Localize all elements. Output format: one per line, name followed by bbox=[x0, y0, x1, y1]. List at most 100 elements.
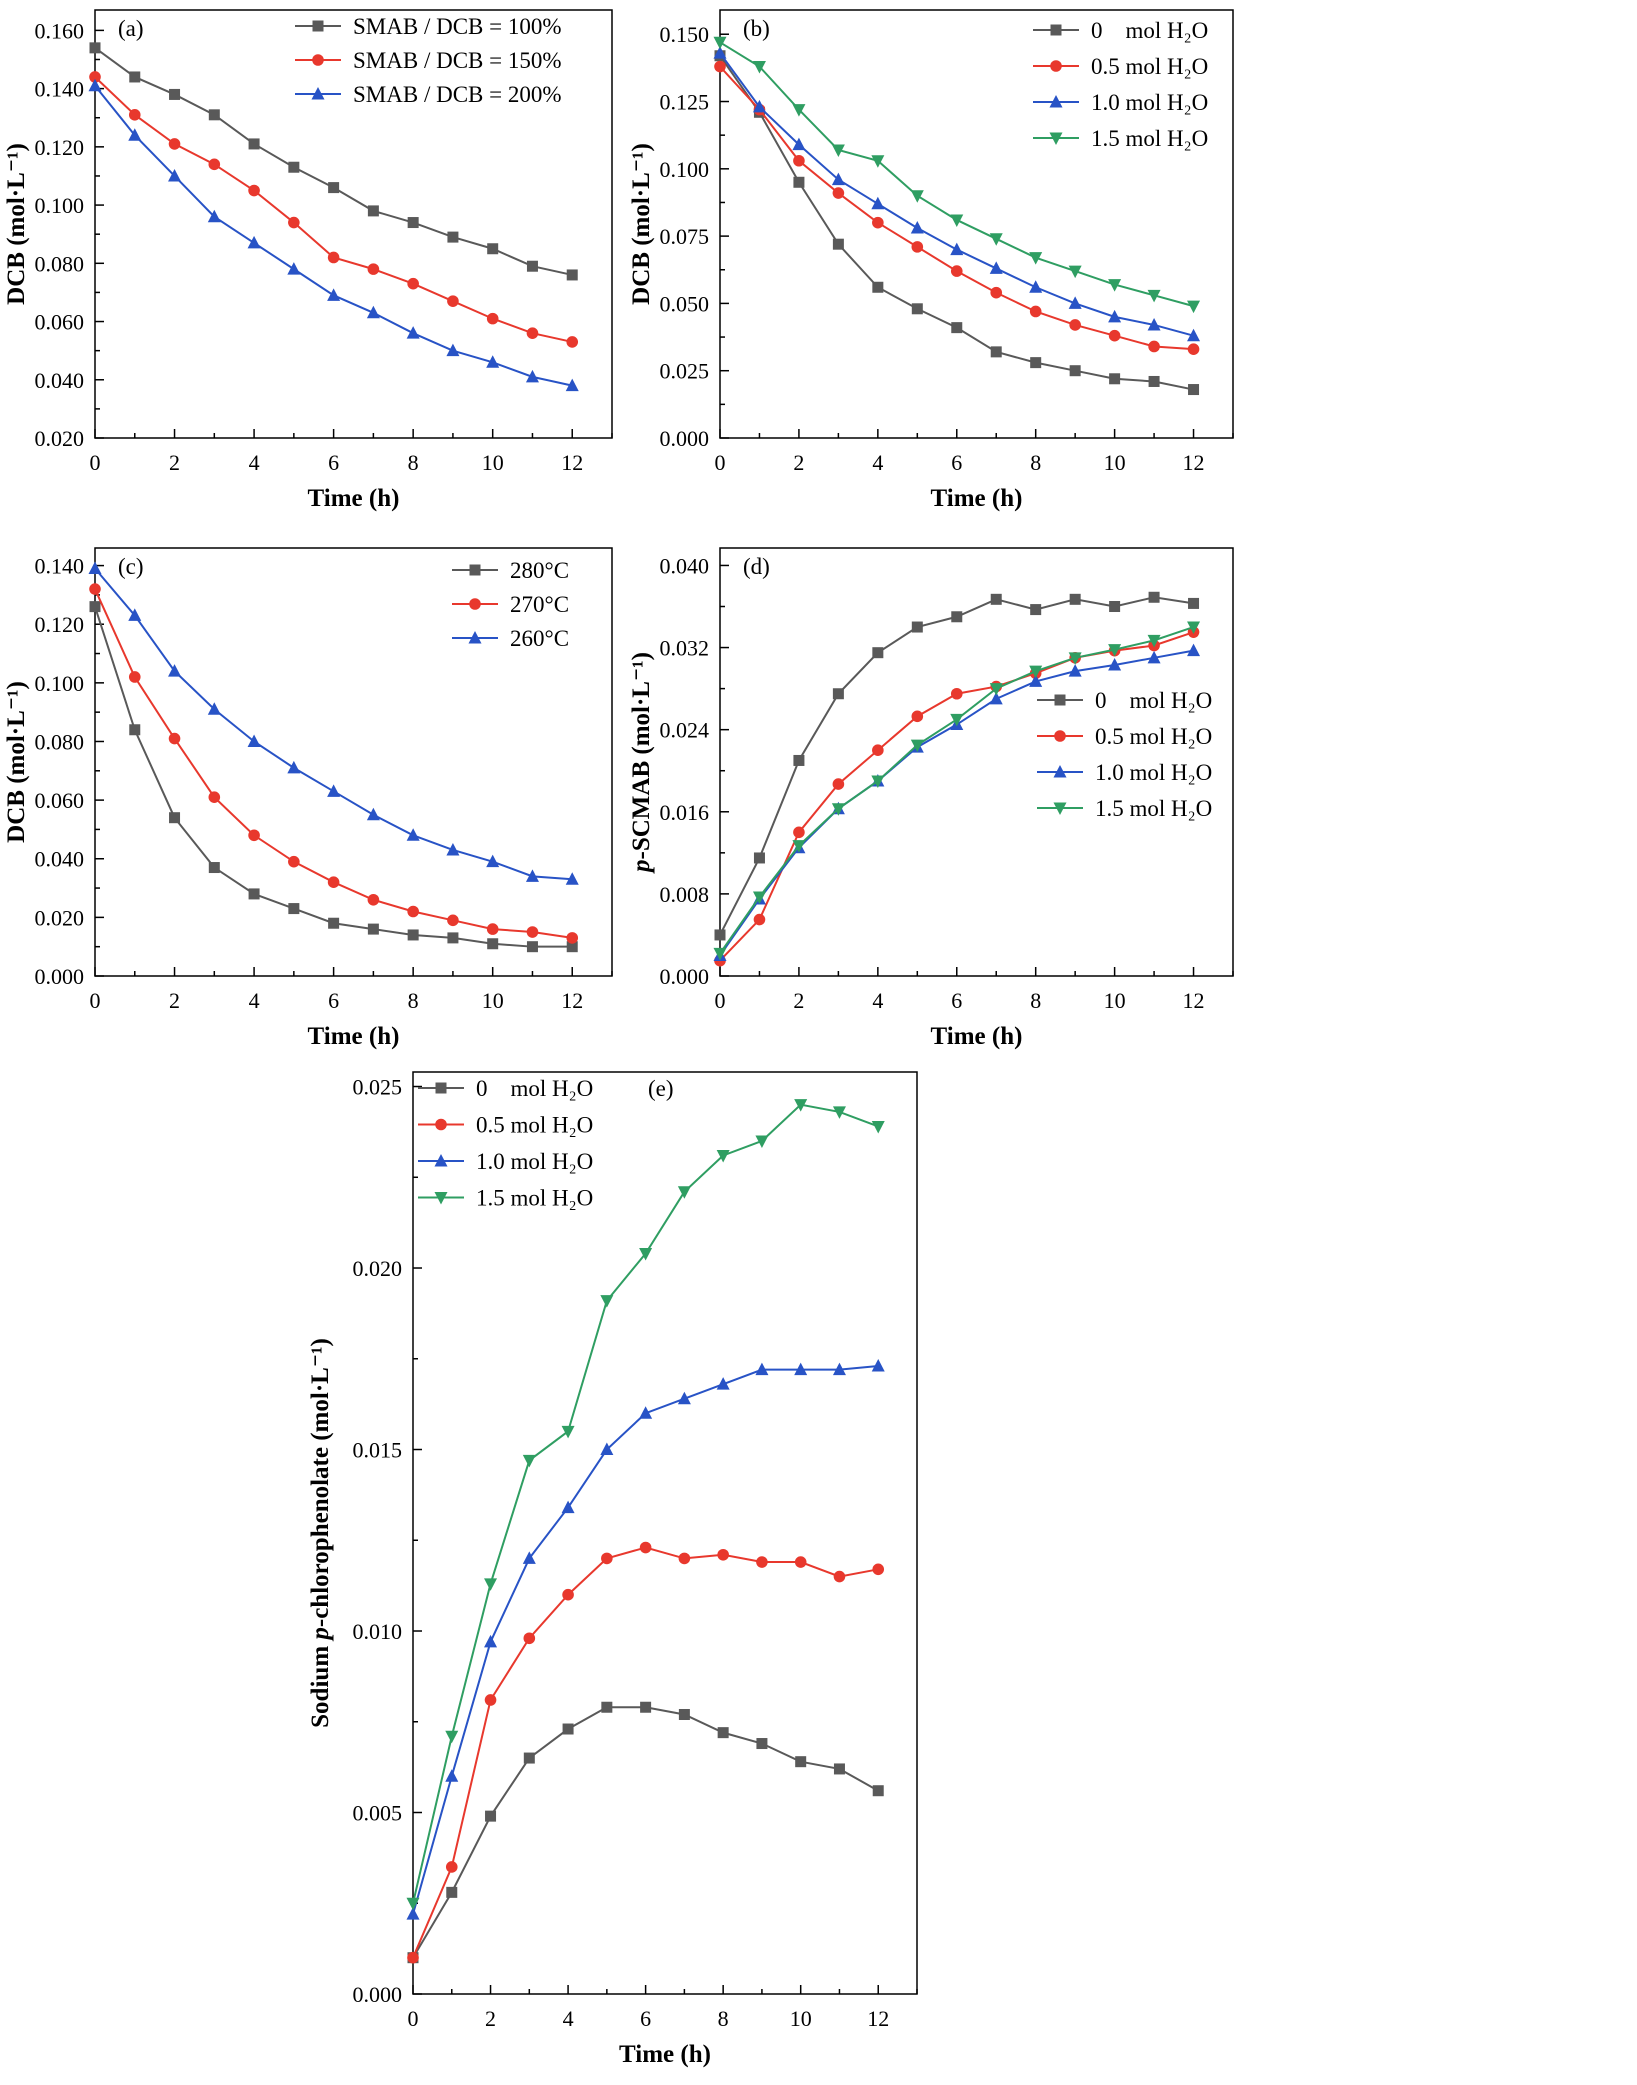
y-axis-label: Sodium p-chlorophenolate (mol·L⁻¹) bbox=[307, 1338, 334, 1728]
series-circle bbox=[714, 60, 1200, 355]
data-point-circle bbox=[678, 1552, 691, 1565]
data-point-triangle-down bbox=[871, 775, 885, 788]
data-point-circle bbox=[1050, 60, 1062, 72]
plot-border bbox=[94, 547, 613, 977]
data-point-circle bbox=[562, 1588, 574, 1601]
data-point-triangle-down bbox=[792, 840, 806, 853]
data-point-triangle-up bbox=[128, 128, 142, 141]
data-point-triangle-down bbox=[989, 233, 1003, 246]
axes: 0 2 4 6 8 10 12 0.000 0.005 0.010 0.015 0.020 0.025 bbox=[353, 1071, 918, 2031]
data-point-triangle-up bbox=[434, 1154, 448, 1167]
data-point-circle bbox=[833, 1570, 846, 1583]
data-point-circle bbox=[208, 158, 221, 171]
data-point-triangle-up bbox=[713, 46, 727, 59]
x-tick-label: 4 bbox=[249, 988, 260, 1013]
data-point-triangle-up bbox=[677, 1391, 691, 1405]
data-point-triangle-down bbox=[716, 1149, 730, 1163]
data-point-triangle-down bbox=[1029, 252, 1043, 265]
data-point-square bbox=[795, 1756, 807, 1768]
data-point-triangle-up bbox=[1068, 296, 1082, 309]
x-tick-label: 10 bbox=[790, 2006, 812, 2031]
data-point-triangle-down bbox=[832, 1106, 846, 1119]
data-point-triangle-up bbox=[716, 1377, 730, 1390]
data-point-triangle-up bbox=[871, 196, 885, 210]
chart-panel-d: 0 2 4 6 8 10 12 0.000 0.008 0.016 0.024 0.032 0.040 T… bbox=[625, 538, 1275, 1053]
legend-label: 0 mol H₂O bbox=[1091, 18, 1208, 43]
data-point-square bbox=[1069, 365, 1081, 377]
x-axis-label: Time (h) bbox=[619, 2041, 711, 2068]
data-point-triangle-up bbox=[525, 369, 539, 383]
data-point-square bbox=[1030, 604, 1042, 616]
legend-label: 270°C bbox=[510, 592, 569, 617]
data-point-triangle-down bbox=[1147, 634, 1161, 648]
data-point-square bbox=[487, 243, 499, 255]
y-tick-label: 0.125 bbox=[660, 90, 710, 115]
data-point-circle bbox=[407, 277, 419, 290]
chart-c: 0 2 4 6 8 10 12 0.000 0.020 0.040 0.060 0.080 0.100 0… bbox=[3, 547, 613, 1050]
data-point-square bbox=[208, 109, 220, 121]
data-point-triangle-up bbox=[1029, 674, 1043, 687]
x-tick-label: 2 bbox=[793, 988, 804, 1013]
series-triangle-up bbox=[406, 1359, 885, 1920]
legend-label: 1.5 mol H₂O bbox=[1095, 796, 1212, 821]
data-point-square bbox=[89, 42, 101, 54]
data-point-triangle-up bbox=[1147, 650, 1161, 664]
data-point-triangle-up bbox=[1108, 309, 1122, 323]
plot-border bbox=[94, 9, 613, 439]
data-point-square bbox=[526, 260, 538, 272]
data-point-circle bbox=[327, 876, 340, 888]
y-tick-label: 0.100 bbox=[660, 157, 710, 182]
legend-label: 0.5 mol H₂O bbox=[476, 1113, 593, 1138]
data-point-triangle-down bbox=[752, 891, 766, 904]
panel-label: (c) bbox=[118, 554, 144, 579]
data-point-circle bbox=[872, 216, 884, 229]
x-tick-label: 4 bbox=[872, 450, 883, 475]
plot-border bbox=[719, 547, 1234, 977]
x-tick-label: 8 bbox=[1030, 450, 1041, 475]
data-point-circle bbox=[793, 154, 805, 167]
data-point-triangle-up bbox=[468, 631, 482, 644]
data-point-triangle-down bbox=[1029, 665, 1043, 679]
panel-label: (d) bbox=[743, 554, 770, 579]
y-axis-label: DCB (mol·L⁻¹) bbox=[3, 143, 30, 305]
data-point-triangle-up bbox=[1068, 664, 1082, 677]
data-point-triangle-up bbox=[910, 221, 924, 234]
data-point-triangle-up bbox=[1029, 280, 1043, 293]
legend-label: 1.0 mol H₂O bbox=[1091, 90, 1208, 115]
series-line bbox=[412, 1546, 879, 1959]
data-point-square bbox=[562, 1723, 574, 1735]
series-square bbox=[407, 1701, 884, 1964]
x-tick-label: 6 bbox=[640, 2006, 651, 2031]
legend: 280°C 270°C 260°C bbox=[452, 558, 569, 651]
y-tick-label: 0.024 bbox=[660, 718, 710, 743]
chart-panel-e: 0 2 4 6 8 10 12 0.000 0.005 0.010 0.015 0.020 0.025 T… bbox=[300, 1058, 980, 2085]
data-point-square bbox=[832, 688, 844, 700]
data-point-triangle-down bbox=[831, 803, 845, 816]
data-point-circle bbox=[469, 598, 481, 610]
data-point-square bbox=[485, 1810, 497, 1822]
data-point-triangle-up bbox=[406, 326, 420, 339]
y-tick-label: 0.010 bbox=[353, 1619, 403, 1644]
x-tick-label: 12 bbox=[561, 988, 583, 1013]
data-point-triangle-up bbox=[207, 702, 221, 715]
x-tick-label: 10 bbox=[1104, 450, 1126, 475]
y-tick-label: 0.050 bbox=[660, 291, 710, 316]
data-point-triangle-up bbox=[128, 608, 142, 621]
y-tick-label: 0.140 bbox=[35, 554, 85, 579]
data-point-circle bbox=[447, 914, 459, 927]
data-point-triangle-down bbox=[1049, 132, 1063, 145]
legend: 0 mol H₂O 0.5 mol H₂O 1.0 mol H₂O 1.5 mol H… bbox=[1033, 18, 1208, 151]
x-tick-label: 6 bbox=[328, 988, 339, 1013]
data-point-square bbox=[312, 20, 324, 32]
data-point-circle bbox=[714, 60, 726, 73]
data-point-triangle-up bbox=[792, 137, 806, 151]
data-point-square bbox=[753, 852, 765, 864]
data-point-square bbox=[469, 564, 481, 576]
legend: SMAB / DCB = 100% SMAB / DCB = 150% SMAB /… bbox=[295, 14, 562, 107]
y-tick-label: 0.100 bbox=[35, 193, 85, 218]
data-point-circle bbox=[486, 312, 499, 325]
data-point-circle bbox=[911, 710, 924, 723]
data-point-square bbox=[872, 647, 884, 659]
data-point-circle bbox=[312, 54, 324, 66]
data-point-circle bbox=[248, 829, 260, 842]
